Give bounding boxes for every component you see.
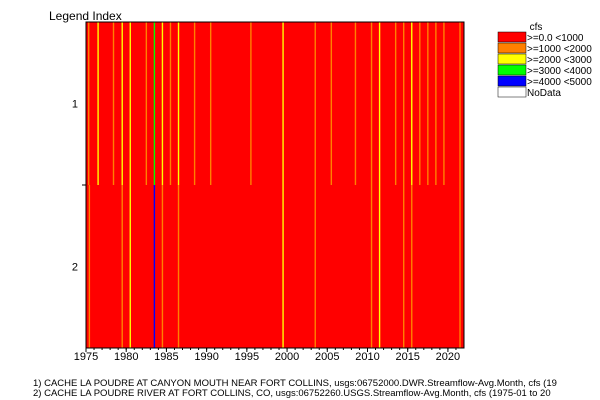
legend-label: >=4000 <5000 (527, 77, 592, 88)
x-tick-label: 2005 (315, 351, 339, 363)
x-tick-label: 2020 (436, 351, 460, 363)
raster-cell (419, 22, 421, 185)
raster-cell (370, 185, 373, 348)
raster-cell (97, 22, 99, 185)
raster-cell (443, 22, 445, 185)
raster-cell (161, 22, 164, 185)
raster-cell (153, 22, 156, 185)
raster-cell (250, 22, 252, 185)
raster-cell (193, 22, 196, 185)
x-tick-label: 1995 (235, 351, 259, 363)
raster-cell (394, 22, 397, 185)
raster-cell (112, 22, 115, 185)
raster-cell (354, 22, 357, 185)
raster-cell (177, 22, 180, 185)
legend-swatch (497, 86, 527, 98)
legend-swatch (497, 75, 527, 87)
legend-entry: >=1000 <2000 (497, 42, 592, 55)
x-tick-label: 2000 (275, 351, 299, 363)
raster-cell (282, 185, 284, 348)
y-axis: 12 (72, 99, 86, 274)
raster-cell (88, 185, 91, 348)
x-tick-label: 2015 (395, 351, 419, 363)
footnote-line: 2) CACHE LA POUDRE RIVER AT FORT COLLINS… (33, 388, 551, 399)
legend-swatch (497, 42, 527, 54)
raster-cell (129, 22, 131, 185)
x-tick-label: 2010 (355, 351, 379, 363)
legend: cfs>=0.0 <1000>=1000 <2000>=2000 <3000>=… (497, 22, 592, 99)
legend-entry: >=0.0 <1000 (497, 31, 584, 44)
legend-label: >=2000 <3000 (527, 55, 592, 66)
legend-swatch (497, 64, 527, 76)
raster-cell (209, 22, 212, 185)
raster-cell (403, 185, 405, 348)
legend-entry: >=3000 <4000 (497, 64, 592, 77)
raster-cell (314, 22, 316, 185)
legend-label: >=0.0 <1000 (527, 33, 584, 44)
legend-entry: NoData (497, 86, 561, 99)
raster-cell (314, 185, 316, 348)
raster-cell (435, 22, 437, 185)
footnote-line: 1) CACHE LA POUDRE AT CANYON MOUTH NEAR … (33, 378, 557, 389)
legend-label: NoData (527, 88, 561, 99)
raster-cell (403, 22, 405, 185)
x-axis: 1975 1980 1985 1990 1995 2000 2005 2010 2015 2020 (74, 348, 460, 363)
raster-cell (161, 185, 164, 348)
raster-rows (86, 22, 464, 348)
raster-cell (459, 185, 461, 348)
raster-cell (330, 22, 333, 185)
row-base-cell (86, 22, 464, 185)
raster-cell (169, 22, 172, 185)
legend-title: cfs (530, 22, 543, 33)
raster-row (86, 22, 464, 185)
raster-cell (88, 22, 90, 185)
legend-label: >=1000 <2000 (527, 44, 592, 55)
x-tick-label: 1975 (74, 351, 98, 363)
raster-cell (129, 185, 131, 348)
raster-cell (459, 22, 461, 185)
row-base-cell (86, 185, 464, 348)
y-tick-label: 1 (72, 99, 78, 111)
raster-cell (427, 22, 429, 185)
raster-cell (378, 22, 381, 185)
raster-cell (177, 185, 180, 348)
raster-cell (153, 185, 156, 348)
legend-label: >=3000 <4000 (527, 66, 592, 77)
raster-cell (145, 22, 148, 185)
y-axis-title: Legend Index (49, 9, 122, 23)
x-tick-label: 1985 (154, 351, 178, 363)
raster-cell (411, 22, 413, 185)
legend-swatch (497, 31, 527, 43)
raster-cell (121, 185, 123, 348)
raster-cell (411, 185, 413, 348)
y-tick-label: 2 (72, 262, 78, 274)
x-tick-label: 1990 (194, 351, 218, 363)
raster-cell (282, 22, 284, 185)
legend-swatch (497, 53, 527, 65)
raster-cell (370, 22, 373, 185)
legend-entry: >=4000 <5000 (497, 75, 592, 88)
x-tick-label: 1980 (114, 351, 138, 363)
legend-entry: >=2000 <3000 (497, 53, 592, 66)
footnotes: 1) CACHE LA POUDRE AT CANYON MOUTH NEAR … (33, 378, 557, 399)
raster-row (86, 185, 464, 348)
raster-cell (378, 185, 381, 348)
raster-cell (121, 22, 123, 185)
